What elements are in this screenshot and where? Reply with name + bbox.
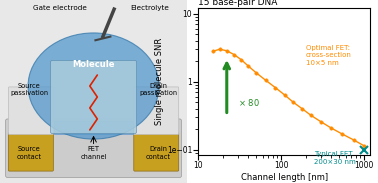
Text: Gate electrode: Gate electrode xyxy=(33,5,87,12)
X-axis label: Channel length [nm]: Channel length [nm] xyxy=(241,173,328,182)
Bar xyxy=(54,121,133,134)
Text: Source
contact: Source contact xyxy=(17,146,42,160)
Text: Typical FET
200×30 nm: Typical FET 200×30 nm xyxy=(314,151,356,165)
Text: FET
channel: FET channel xyxy=(80,146,107,160)
Text: Drain
contact: Drain contact xyxy=(146,146,170,160)
Ellipse shape xyxy=(28,33,159,139)
Text: 15 base-pair DNA: 15 base-pair DNA xyxy=(198,0,278,8)
FancyBboxPatch shape xyxy=(6,119,181,178)
FancyBboxPatch shape xyxy=(8,133,53,171)
Text: Electrolyte: Electrolyte xyxy=(130,5,169,12)
Text: Source
passivation: Source passivation xyxy=(10,83,48,96)
FancyBboxPatch shape xyxy=(8,87,53,135)
Text: Molecule: Molecule xyxy=(72,59,115,69)
FancyBboxPatch shape xyxy=(51,60,136,134)
FancyBboxPatch shape xyxy=(134,133,179,171)
Y-axis label: Single molecule SNR: Single molecule SNR xyxy=(155,38,164,125)
FancyBboxPatch shape xyxy=(134,87,179,135)
Text: Optimal FET:
cross-section
10×5 nm: Optimal FET: cross-section 10×5 nm xyxy=(306,45,352,66)
Text: Drain
passivation: Drain passivation xyxy=(139,83,177,96)
Text: $\times$ 80: $\times$ 80 xyxy=(238,97,260,108)
